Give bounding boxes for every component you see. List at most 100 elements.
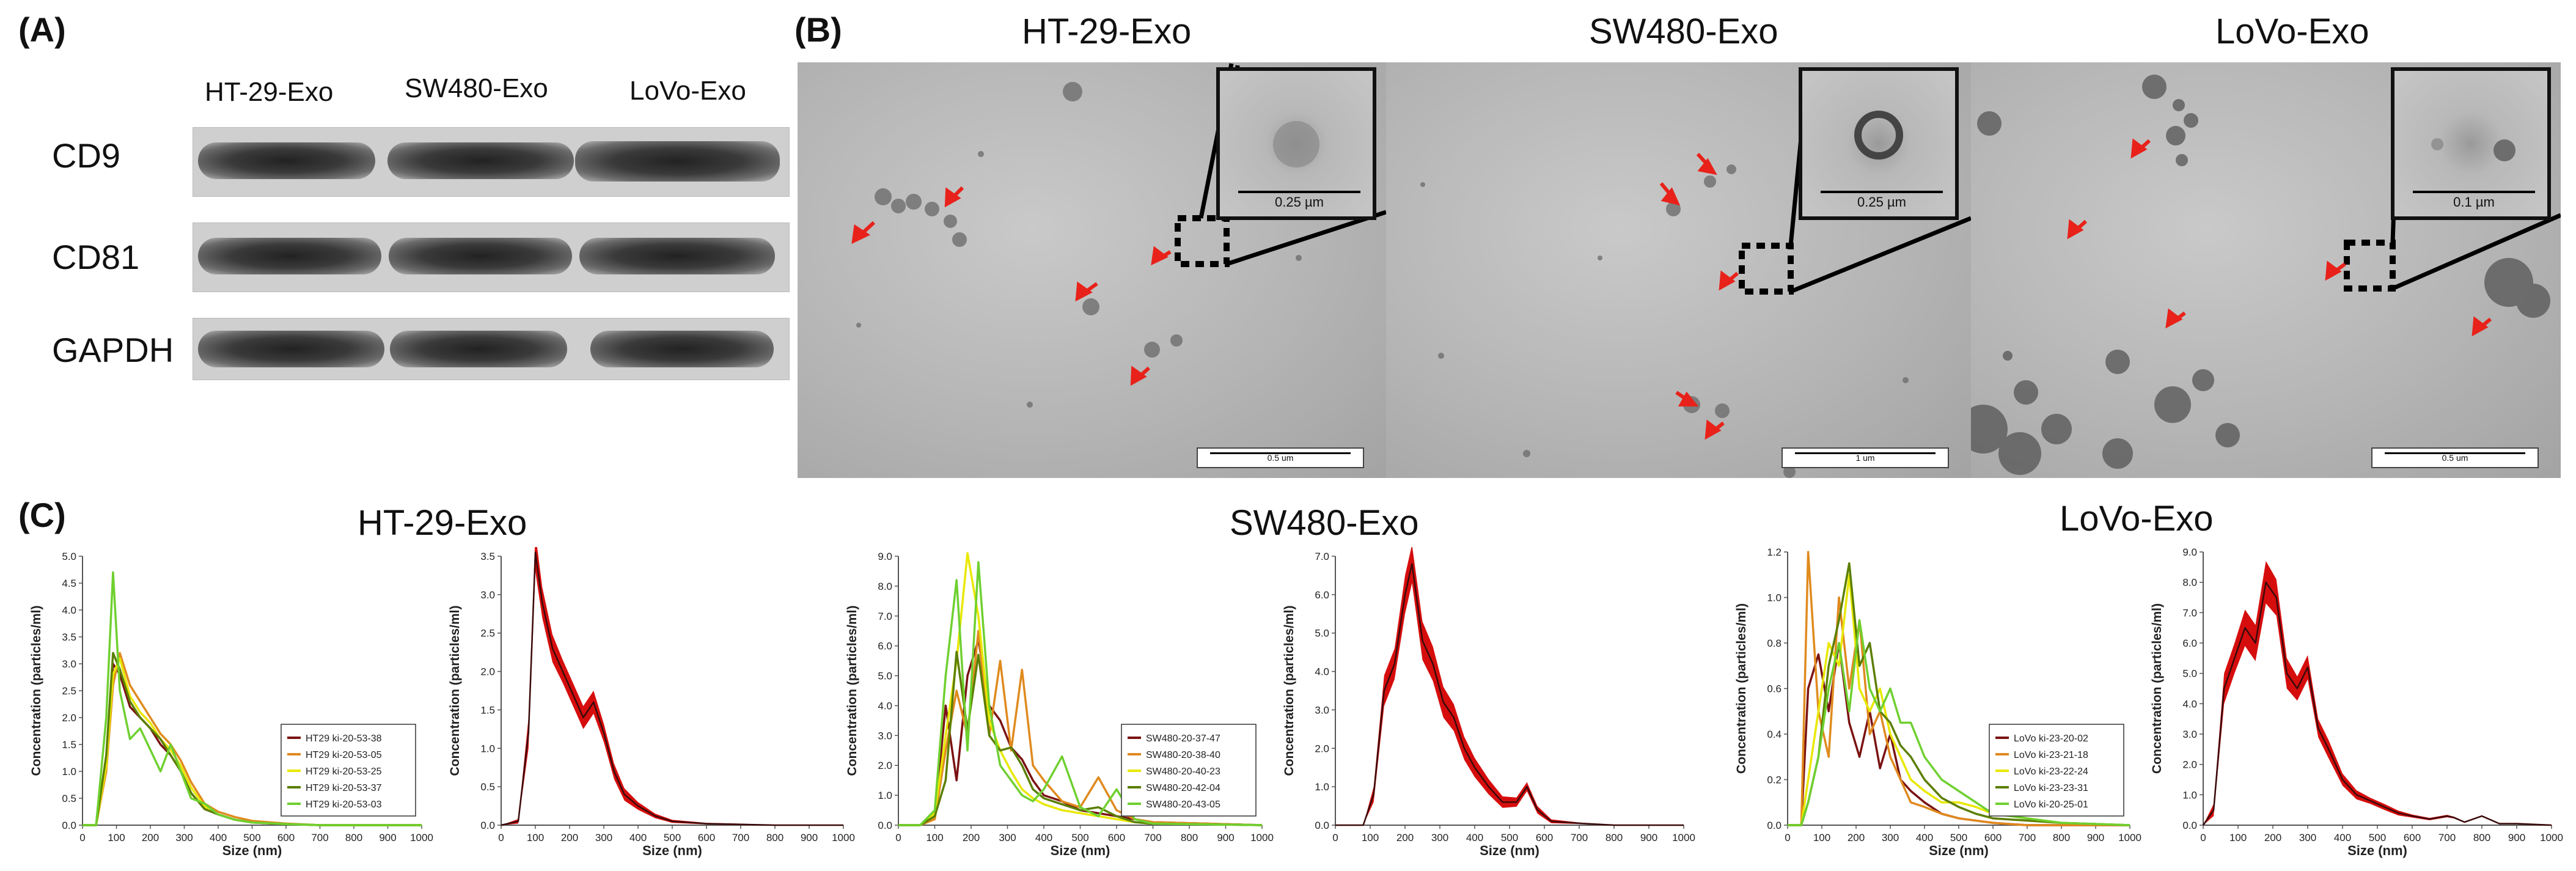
- y-tick-label: 4.5: [62, 578, 76, 589]
- wb-band: [390, 331, 567, 367]
- x-tick-label: 100: [926, 832, 943, 843]
- x-tick-label: 500: [1071, 832, 1088, 843]
- wb-band: [198, 142, 375, 179]
- wb-strip-cd9: [193, 127, 790, 197]
- legend-box: [1989, 724, 2124, 817]
- x-tick-label: 1000: [410, 832, 433, 843]
- x-tick-label: 200: [561, 832, 578, 843]
- legend-label: HT29 ki-20-53-25: [306, 766, 382, 777]
- tem-inset: 0.25 µm: [1799, 67, 1959, 220]
- x-tick-label: 800: [2053, 832, 2070, 843]
- x-tick-label: 400: [2334, 832, 2351, 843]
- x-tick-label: 400: [1035, 832, 1052, 843]
- x-axis-label: Size (nm): [1929, 843, 1989, 858]
- y-tick-label: 5.0: [2182, 668, 2197, 680]
- x-axis-label: Size (nm): [1480, 843, 1539, 858]
- y-axis-label: Concentration (particles/ml): [2150, 603, 2164, 774]
- legend-label: SW480-20-38-40: [1146, 750, 1220, 760]
- wb-row-label: CD81: [52, 238, 140, 276]
- wb-strip-gapdh: [193, 318, 790, 380]
- tem-inset-particle: [1273, 121, 1319, 167]
- y-tick-label: 2.0: [2182, 759, 2197, 771]
- y-tick-label: 3.0: [2182, 729, 2197, 740]
- y-tick-label: 4.0: [2182, 698, 2197, 710]
- panel-label-c: (C): [18, 496, 66, 534]
- y-tick-label: 1.2: [1767, 546, 1782, 558]
- y-axis-label: Concentration (particles/ml): [448, 606, 462, 776]
- nta-chart-sw480-mean: 0 100 200 300 400 500 600 700 800 900 1000 0.0 1.0 2.…: [1282, 547, 1695, 858]
- legend-label: LoVo ki-23-23-31: [2014, 783, 2088, 793]
- wb-row-label: CD9: [52, 136, 121, 175]
- x-tick-label: 400: [210, 832, 227, 843]
- nta-chart-lovo-replicates: 0 100 200 300 400 500 600 700 800 900 1000 0.0 0.2 0.…: [1734, 546, 2141, 858]
- tem-title: LoVo-Exo: [2215, 12, 2369, 51]
- wb-lane-label: LoVo-Exo: [629, 76, 746, 106]
- wb-lane-label: SW480-Exo: [405, 73, 548, 103]
- wb-band: [389, 238, 572, 274]
- legend-label: HT29 ki-20-53-37: [306, 783, 382, 793]
- mean-line: [501, 551, 843, 826]
- series-line: [1788, 619, 2130, 826]
- x-tick-label: 100: [2229, 832, 2247, 843]
- legend-label: SW480-20-42-04: [1146, 783, 1220, 793]
- y-tick-label: 0.5: [480, 781, 495, 793]
- tem-image-ht29: 0.25 µm 0.5 um: [798, 62, 1386, 478]
- y-tick-label: 0.4: [1767, 729, 1782, 740]
- series-line: [1788, 573, 2130, 826]
- x-tick-label: 0: [1785, 832, 1790, 843]
- x-tick-label: 0: [79, 832, 85, 843]
- x-tick-label: 700: [2019, 832, 2036, 843]
- wb-strip-cd81: [193, 222, 790, 292]
- y-tick-label: 3.0: [1315, 704, 1329, 716]
- x-tick-label: 0: [498, 832, 504, 843]
- legend-box: [281, 724, 416, 817]
- x-tick-label: 900: [379, 832, 396, 843]
- x-axis-label: Size (nm): [1051, 843, 1110, 858]
- y-axis-label: Concentration (particles/ml): [1282, 606, 1296, 776]
- y-tick-label: 0.0: [878, 820, 892, 831]
- mean-line: [2202, 581, 2552, 826]
- y-tick-label: 0.0: [1767, 820, 1782, 831]
- tem-particles: [1971, 68, 2561, 475]
- legend-label: SW480-20-43-05: [1146, 799, 1220, 810]
- y-tick-label: 0.0: [1315, 820, 1329, 831]
- x-tick-label: 200: [1848, 832, 1865, 843]
- y-tick-label: 1.0: [878, 790, 892, 801]
- x-tick-label: 600: [1984, 832, 2002, 843]
- y-tick-label: 0.8: [1767, 638, 1782, 649]
- x-tick-label: 600: [2404, 832, 2421, 843]
- x-tick-label: 600: [277, 832, 295, 843]
- series-line: [1788, 562, 2130, 826]
- series-line: [898, 630, 1263, 826]
- x-tick-label: 500: [1950, 832, 1967, 843]
- x-tick-label: 1000: [1250, 832, 1274, 843]
- wb-band: [579, 238, 775, 274]
- x-tick-label: 500: [1501, 832, 1518, 843]
- legend-label: LoVo ki-23-20-02: [2014, 733, 2088, 744]
- tem-inset-scale: 0.1 µm: [2413, 191, 2535, 210]
- tem-scale-bar: 1 um: [1782, 447, 1949, 468]
- wb-band: [575, 141, 780, 182]
- x-tick-label: 800: [2473, 832, 2490, 843]
- x-tick-label: 1000: [832, 832, 855, 843]
- wb-lane-label: HT-29-Exo: [205, 77, 334, 107]
- y-tick-label: 3.0: [480, 589, 495, 601]
- y-tick-label: 1.0: [2182, 789, 2197, 801]
- y-tick-label: 7.0: [878, 611, 892, 622]
- y-tick-label: 1.0: [62, 766, 76, 777]
- y-tick-label: 7.0: [1315, 551, 1329, 562]
- x-tick-label: 200: [1396, 832, 1414, 843]
- x-tick-label: 1000: [1672, 832, 1695, 843]
- tem-inset: 0.25 µm: [1216, 67, 1376, 220]
- nta-title: HT-29-Exo: [358, 503, 527, 543]
- x-tick-label: 100: [1362, 832, 1379, 843]
- x-tick-label: 100: [527, 832, 544, 843]
- nta-chart-lovo-mean: 0 100 200 300 400 500 600 700 800 900 1000 0.0 1.0 2.…: [2150, 546, 2563, 858]
- x-axis-label: Size (nm): [222, 843, 282, 858]
- confidence-band: [1335, 547, 1684, 825]
- x-tick-label: 500: [664, 832, 681, 843]
- tem-inset-scale: 0.25 µm: [1238, 191, 1360, 210]
- x-tick-label: 900: [801, 832, 818, 843]
- legend-label: SW480-20-40-23: [1146, 766, 1220, 777]
- x-tick-label: 900: [2087, 832, 2104, 843]
